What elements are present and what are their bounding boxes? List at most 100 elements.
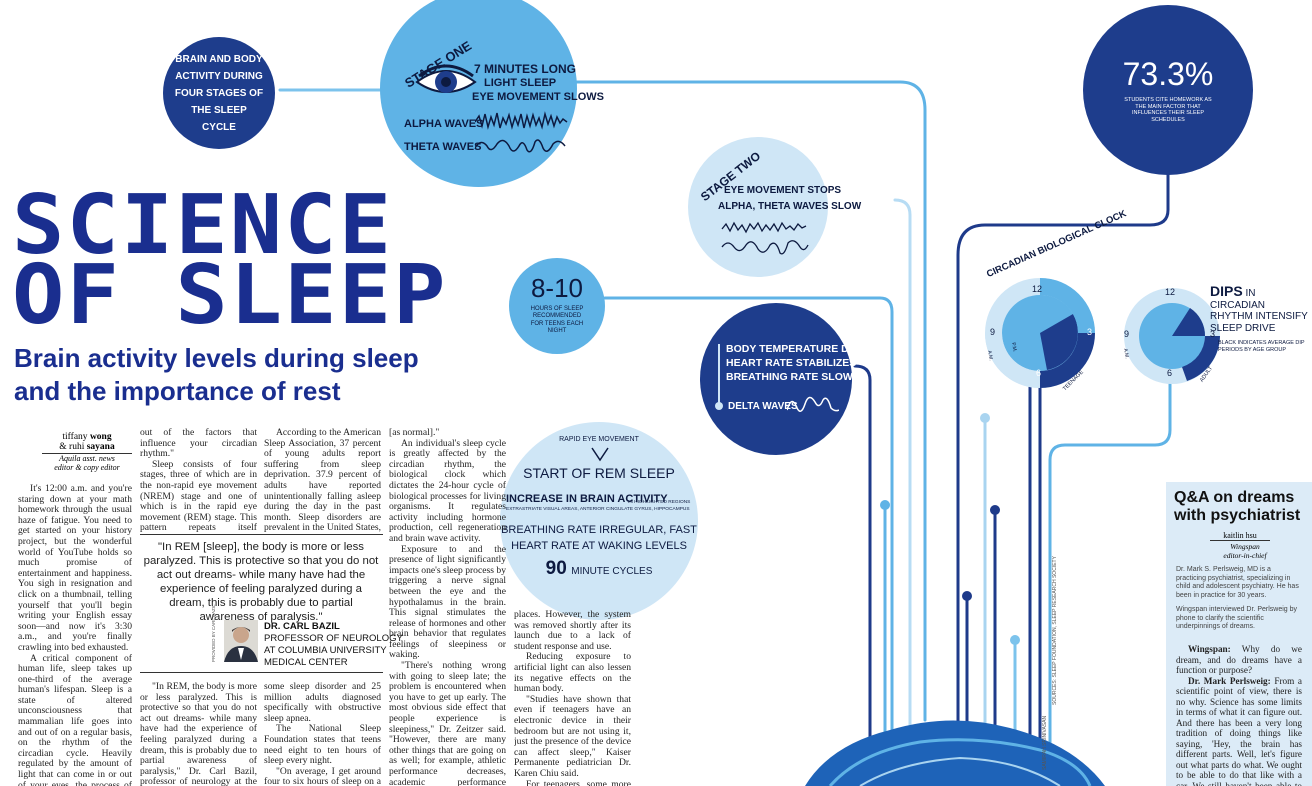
col3-para-1: According to the American Sleep Associat… [264,428,381,532]
qa-question-label: Wingspan: [1188,644,1231,654]
clock1-12: 12 [1032,284,1043,294]
article-col-4: [as normal]." An individual's sleep cycl… [389,428,506,786]
stage-one-line-2: LIGHT SLEEP [484,77,557,89]
subhead-line-1: Brain activity levels during sleep [14,343,419,373]
clock2-9: 9 [1124,329,1130,339]
col7-para-2: The National Sleep Foundation states tha… [264,723,381,767]
subhead-line-2: and the importance of rest [14,376,341,406]
delta-waves-label: DELTA WAVES [728,401,798,412]
qa-answer-label: Dr. Mark Perlsweig: [1188,675,1271,686]
article-col-6: "In REM, the body is more or less paraly… [140,682,257,786]
rem-pointer-icon [591,447,609,462]
article-col-5: places. However, the system was removed … [514,610,631,786]
stage-two-wave-icon [721,221,809,255]
article-col-1: It's 12:00 a.m. and you're staring down … [18,484,132,786]
qa-body: Wingspan: Why do we dream, and do dreams… [1176,644,1302,786]
theta-waves-label: THETA WAVES [404,141,482,153]
qa-byline: kaitlin hsu [1210,531,1270,541]
rem-cycles: 90 MINUTE CYCLES [500,558,698,580]
rem-breathing: BREATHING RATE IRREGULAR, FAST [501,524,697,536]
stage-three-marker-dot [715,402,723,410]
byline-role1: Aquila asst. news [59,454,115,463]
hours-caption: HOURS OF SLEEP RECOMMENDED FOR TEENS EAC… [530,306,584,335]
col6-para-1: "In REM, the body is more or less paraly… [140,682,257,786]
article-col-7: some sleep disorder and 25 million adult… [264,682,381,786]
qa-role-2: editor-in-chief [1223,551,1267,560]
col5-para-1: places. However, the system was removed … [514,610,631,652]
hours-circle [509,258,605,354]
byline: tiffany wong & ruhi sayana Aquila asst. … [42,432,132,472]
stage-one-circle [380,0,577,187]
col7-para-1: some sleep disorder and 25 million adult… [264,682,381,724]
qa-role-1: Wingspan [1230,542,1260,551]
portrait-photo [224,620,258,662]
col5-para-4: For teenagers, some more specific method… [526,778,631,786]
col2-para-1: out of the factors that influence your c… [140,428,257,460]
clock2-6: 6 [1167,368,1173,378]
sources-credit: SOURCES: SLEEP FOUNDATION, SLEEP RESEARC… [1052,556,1058,705]
rem-cycles-number: 90 [545,558,567,579]
stage-three-circle [700,303,852,455]
rem-regions: IN HIGHLIGHTED REGIONS EXTRASTRIATE VISU… [506,500,691,512]
stage-three-line-3: BREATHING RATE SLOWS [726,371,860,383]
rem-circle [500,422,698,620]
clock1-6: 6 [1036,368,1042,378]
qa-intro-2: Wingspan interviewed Dr. Perlsweig by ph… [1176,606,1297,631]
clock1-9: 9 [990,327,996,337]
qa-title-2: with psychiatrist [1174,507,1301,524]
qa-sidebar: Q&A on dreams with psychiatrist kaitlin … [1166,482,1312,786]
col5-para-2: Reducing exposure to artificial light ca… [514,651,631,695]
col4-para-4: "There's nothing wrong with going to sle… [389,660,506,786]
byline-name2-bold: sayana [86,442,115,452]
rem-increase: INCREASE IN BRAIN ACTIVITY [506,493,668,505]
stage-three-marker [718,344,720,406]
headline-line-1: SCIENCE [12,178,394,273]
col4-para-2: An individual's sleep cycle is greatly a… [389,437,506,544]
theta-wave-icon [475,139,566,153]
dips-rest: IN CIRCADIAN RHYTHM INTENSIFY SLEEP DRIV… [1210,288,1308,334]
stat-circle [1083,5,1253,175]
dips-bold: DIPS [1210,283,1243,299]
col5-para-3: "Studies have shown that even if teenage… [514,693,631,779]
hours-value: 8-10 [530,273,584,303]
artist-credit: SAMIRAH SRINIVASAN [1042,715,1048,770]
byline-name1-bold: wong [89,432,112,442]
adult-clock [1124,288,1220,384]
quote-photo-credit: PROVIDED BY CARL BAZIL [211,604,216,662]
quote-title-2: AT COLUMBIA UNIVERSITY [264,645,387,656]
qa-answer-text: From a scientific point of view, there i… [1176,675,1302,786]
header-circle: BRAIN AND BODY ACTIVITY DURING FOUR STAG… [163,37,275,149]
stat-caption: STUDENTS CITE HOMEWORK AS THE MAIN FACTO… [1124,97,1212,123]
alpha-wave-icon [475,111,568,130]
pull-quote-rule-bottom [140,672,383,673]
col4-para-1: [as normal]." [389,428,440,438]
qa-intro-1: Dr. Mark S. Perlsweig, MD is a practicin… [1176,566,1299,599]
stage-one-line-1: 7 MINUTES LONG [474,62,577,76]
pull-quote-text: "In REM [sleep], the body is more or les… [143,541,379,623]
stage-three-line-2: HEART RATE STABILIZES [726,357,857,369]
qa-question-text: Why do we dream, and do dreams have a fu… [1176,644,1302,675]
delta-wave-icon [787,396,839,412]
rem-top-label: RAPID EYE MOVEMENT [559,436,639,443]
quote-title-1: PROFESSOR OF NEUROLOGY [264,633,403,644]
eye-icon [415,64,477,93]
quote-name: DR. CARL BAZIL [264,621,340,632]
header-circle-text: BRAIN AND BODY ACTIVITY DURING FOUR STAG… [174,53,264,133]
col7-para-3: "On average, I get around four to six ho… [264,765,381,786]
col1-para-2: A critical component of human life, slee… [18,652,132,786]
dips-label: DIPS IN CIRCADIAN RHYTHM INTENSIFY SLEEP… [1210,283,1310,334]
stage-one-line-3: EYE MOVEMENT SLOWS [472,91,605,103]
alpha-waves-label: ALPHA WAVES [404,118,484,130]
article-col-3: According to the American Sleep Associat… [264,428,381,532]
col2-para-2: Sleep consists of four stages, three of … [140,458,257,532]
rem-cycles-text: MINUTE CYCLES [571,566,653,577]
stage-two-circle [688,137,828,277]
clock2-3: 3 [1210,329,1216,339]
col1-para-1: It's 12:00 a.m. and you're staring down … [18,484,132,653]
pull-quote-rule-top [140,534,383,535]
teenage-clock [985,278,1095,388]
qa-title-1: Q&A on dreams [1174,489,1295,506]
dips-note: BLACK INDICATES AVERAGE DIP PERIODS BY A… [1218,340,1305,353]
clock2-12: 12 [1165,287,1176,297]
